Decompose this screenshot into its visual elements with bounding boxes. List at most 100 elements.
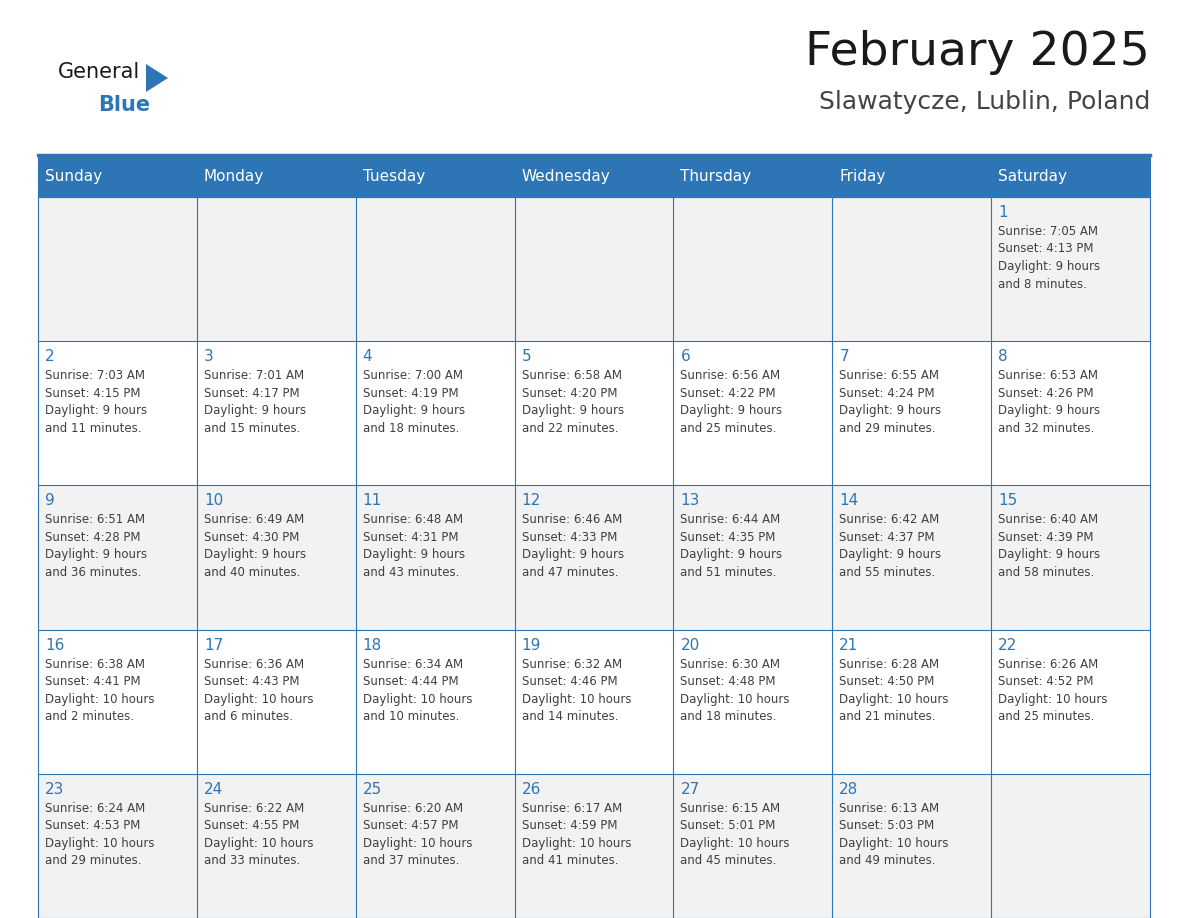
Text: Sunrise: 6:44 AM
Sunset: 4:35 PM
Daylight: 9 hours
and 51 minutes.: Sunrise: 6:44 AM Sunset: 4:35 PM Dayligh… [681,513,783,579]
Polygon shape [146,64,168,92]
Text: Sunrise: 7:03 AM
Sunset: 4:15 PM
Daylight: 9 hours
and 11 minutes.: Sunrise: 7:03 AM Sunset: 4:15 PM Dayligh… [45,369,147,435]
Text: Sunrise: 6:17 AM
Sunset: 4:59 PM
Daylight: 10 hours
and 41 minutes.: Sunrise: 6:17 AM Sunset: 4:59 PM Dayligh… [522,801,631,868]
Text: Sunday: Sunday [45,169,102,184]
Text: General: General [58,62,140,82]
Bar [833,155,991,197]
Text: Sunrise: 6:26 AM
Sunset: 4:52 PM
Daylight: 10 hours
and 25 minutes.: Sunrise: 6:26 AM Sunset: 4:52 PM Dayligh… [998,657,1107,723]
Bar [991,197,1150,341]
Text: 9: 9 [45,493,55,509]
Text: 7: 7 [839,349,849,364]
Text: Sunrise: 6:34 AM
Sunset: 4:44 PM
Daylight: 10 hours
and 10 minutes.: Sunrise: 6:34 AM Sunset: 4:44 PM Dayligh… [362,657,472,723]
Text: 24: 24 [204,782,223,797]
Bar [514,155,674,197]
Bar [355,341,514,486]
Bar [38,630,197,774]
Text: 17: 17 [204,638,223,653]
Text: 25: 25 [362,782,383,797]
Text: Thursday: Thursday [681,169,752,184]
Text: Sunrise: 6:32 AM
Sunset: 4:46 PM
Daylight: 10 hours
and 14 minutes.: Sunrise: 6:32 AM Sunset: 4:46 PM Dayligh… [522,657,631,723]
Bar [833,774,991,918]
Bar [674,774,833,918]
Text: Wednesday: Wednesday [522,169,611,184]
Text: 22: 22 [998,638,1017,653]
Text: 10: 10 [204,493,223,509]
Text: Sunrise: 6:22 AM
Sunset: 4:55 PM
Daylight: 10 hours
and 33 minutes.: Sunrise: 6:22 AM Sunset: 4:55 PM Dayligh… [204,801,314,868]
Bar [38,197,197,341]
Bar [514,197,674,341]
Bar [197,341,355,486]
Text: 23: 23 [45,782,64,797]
Bar [674,341,833,486]
Bar [833,341,991,486]
Bar [197,486,355,630]
Text: 1: 1 [998,205,1007,220]
Bar [833,486,991,630]
Text: 18: 18 [362,638,383,653]
Text: Sunrise: 6:20 AM
Sunset: 4:57 PM
Daylight: 10 hours
and 37 minutes.: Sunrise: 6:20 AM Sunset: 4:57 PM Dayligh… [362,801,472,868]
Bar [38,341,197,486]
Bar [514,341,674,486]
Text: Sunrise: 6:46 AM
Sunset: 4:33 PM
Daylight: 9 hours
and 47 minutes.: Sunrise: 6:46 AM Sunset: 4:33 PM Dayligh… [522,513,624,579]
Text: 26: 26 [522,782,541,797]
Text: 2: 2 [45,349,55,364]
Text: 15: 15 [998,493,1017,509]
Bar [833,630,991,774]
Bar [355,630,514,774]
Bar [197,774,355,918]
Text: Sunrise: 6:13 AM
Sunset: 5:03 PM
Daylight: 10 hours
and 49 minutes.: Sunrise: 6:13 AM Sunset: 5:03 PM Dayligh… [839,801,949,868]
Bar [674,630,833,774]
Bar [355,197,514,341]
Text: 4: 4 [362,349,372,364]
Text: 28: 28 [839,782,859,797]
Text: 6: 6 [681,349,690,364]
Text: 11: 11 [362,493,383,509]
Bar [355,774,514,918]
Bar [991,486,1150,630]
Text: Sunrise: 6:58 AM
Sunset: 4:20 PM
Daylight: 9 hours
and 22 minutes.: Sunrise: 6:58 AM Sunset: 4:20 PM Dayligh… [522,369,624,435]
Text: Sunrise: 6:53 AM
Sunset: 4:26 PM
Daylight: 9 hours
and 32 minutes.: Sunrise: 6:53 AM Sunset: 4:26 PM Dayligh… [998,369,1100,435]
Bar [514,630,674,774]
Text: Sunrise: 6:30 AM
Sunset: 4:48 PM
Daylight: 10 hours
and 18 minutes.: Sunrise: 6:30 AM Sunset: 4:48 PM Dayligh… [681,657,790,723]
Text: Sunrise: 6:36 AM
Sunset: 4:43 PM
Daylight: 10 hours
and 6 minutes.: Sunrise: 6:36 AM Sunset: 4:43 PM Dayligh… [204,657,314,723]
Text: 13: 13 [681,493,700,509]
Text: 19: 19 [522,638,541,653]
Bar [38,155,197,197]
Bar [38,486,197,630]
Text: 8: 8 [998,349,1007,364]
Text: Monday: Monday [204,169,264,184]
Bar [674,197,833,341]
Bar [514,774,674,918]
Text: February 2025: February 2025 [805,30,1150,75]
Text: Sunrise: 6:38 AM
Sunset: 4:41 PM
Daylight: 10 hours
and 2 minutes.: Sunrise: 6:38 AM Sunset: 4:41 PM Dayligh… [45,657,154,723]
Text: Blue: Blue [97,95,150,115]
Bar [38,774,197,918]
Text: 16: 16 [45,638,64,653]
Text: Sunrise: 6:24 AM
Sunset: 4:53 PM
Daylight: 10 hours
and 29 minutes.: Sunrise: 6:24 AM Sunset: 4:53 PM Dayligh… [45,801,154,868]
Bar [833,197,991,341]
Bar [991,630,1150,774]
Text: Friday: Friday [839,169,886,184]
Bar [197,630,355,774]
Bar [991,155,1150,197]
Text: 3: 3 [204,349,214,364]
Text: Sunrise: 7:00 AM
Sunset: 4:19 PM
Daylight: 9 hours
and 18 minutes.: Sunrise: 7:00 AM Sunset: 4:19 PM Dayligh… [362,369,465,435]
Text: Saturday: Saturday [998,169,1067,184]
Text: 14: 14 [839,493,859,509]
Bar [197,197,355,341]
Text: Sunrise: 6:51 AM
Sunset: 4:28 PM
Daylight: 9 hours
and 36 minutes.: Sunrise: 6:51 AM Sunset: 4:28 PM Dayligh… [45,513,147,579]
Bar [355,486,514,630]
Text: 27: 27 [681,782,700,797]
Bar [991,341,1150,486]
Text: 20: 20 [681,638,700,653]
Bar [355,155,514,197]
Text: Sunrise: 6:49 AM
Sunset: 4:30 PM
Daylight: 9 hours
and 40 minutes.: Sunrise: 6:49 AM Sunset: 4:30 PM Dayligh… [204,513,307,579]
Bar [674,155,833,197]
Text: Sunrise: 7:05 AM
Sunset: 4:13 PM
Daylight: 9 hours
and 8 minutes.: Sunrise: 7:05 AM Sunset: 4:13 PM Dayligh… [998,225,1100,290]
Text: Tuesday: Tuesday [362,169,425,184]
Text: 12: 12 [522,493,541,509]
Text: Sunrise: 6:40 AM
Sunset: 4:39 PM
Daylight: 9 hours
and 58 minutes.: Sunrise: 6:40 AM Sunset: 4:39 PM Dayligh… [998,513,1100,579]
Text: Sunrise: 6:15 AM
Sunset: 5:01 PM
Daylight: 10 hours
and 45 minutes.: Sunrise: 6:15 AM Sunset: 5:01 PM Dayligh… [681,801,790,868]
Bar [197,155,355,197]
Bar [674,486,833,630]
Text: Sunrise: 7:01 AM
Sunset: 4:17 PM
Daylight: 9 hours
and 15 minutes.: Sunrise: 7:01 AM Sunset: 4:17 PM Dayligh… [204,369,307,435]
